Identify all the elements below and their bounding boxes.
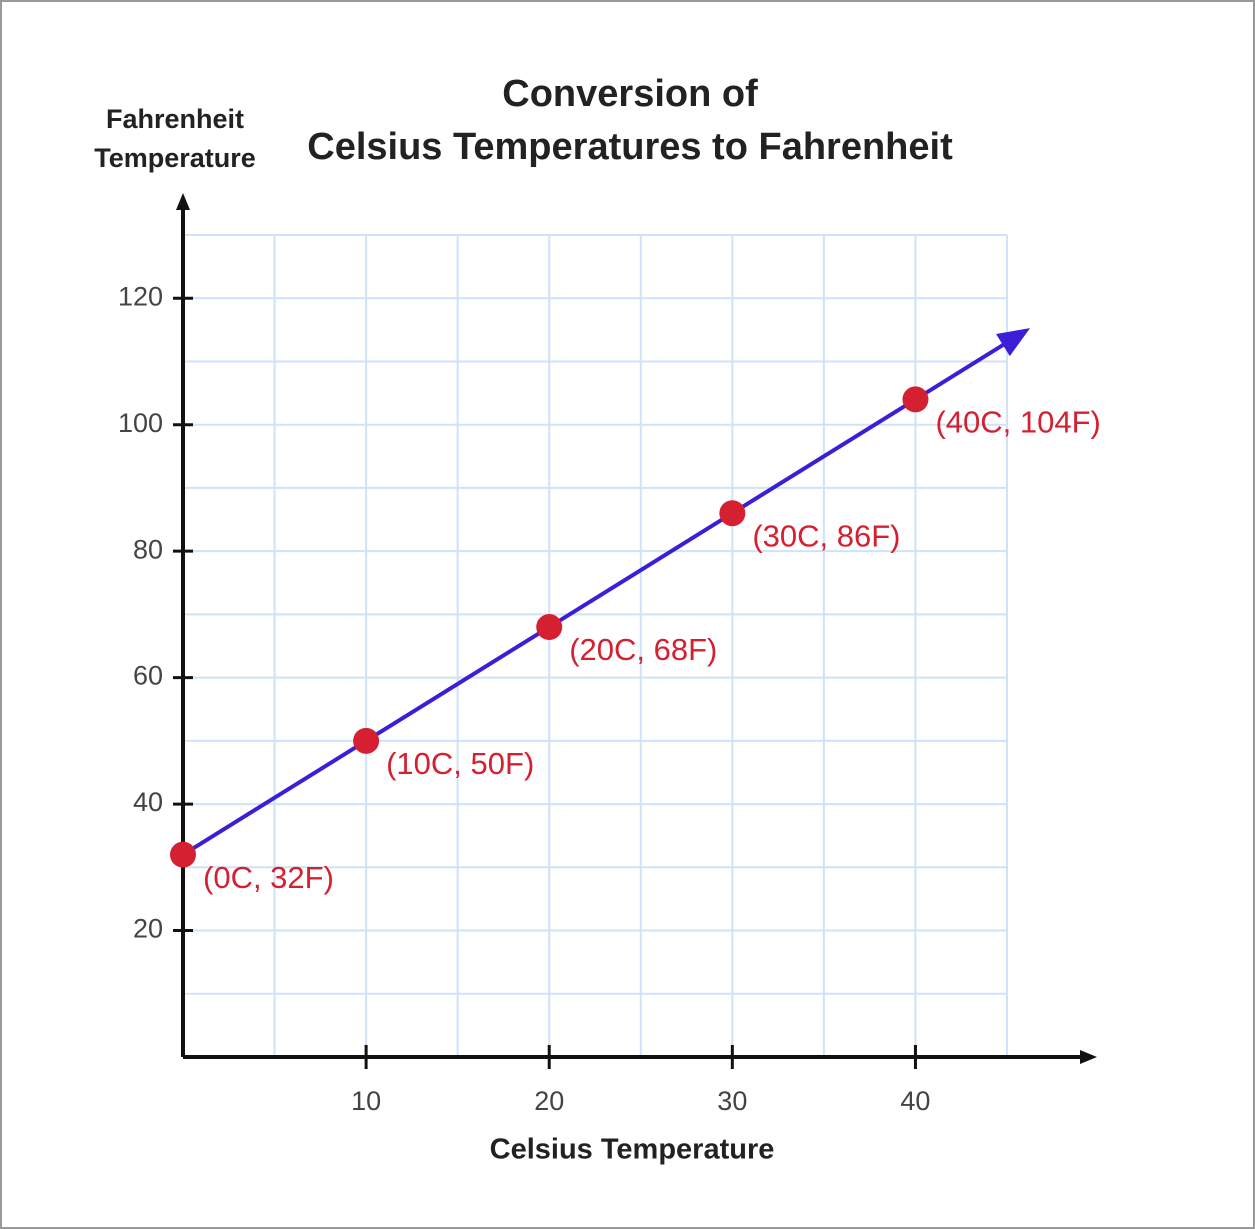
data-label: (0C, 32F) (203, 860, 334, 895)
x-tick-label: 40 (900, 1086, 930, 1116)
y-tick-label: 20 (133, 914, 163, 944)
chart-title: Celsius Temperatures to Fahrenheit (307, 126, 953, 168)
x-tick-label: 20 (534, 1086, 564, 1116)
data-point (536, 614, 563, 641)
y-axis-arrow (176, 193, 190, 210)
data-label: (10C, 50F) (386, 746, 534, 781)
data-point (902, 386, 929, 413)
data-point (353, 727, 380, 754)
x-tick-label: 30 (717, 1086, 747, 1116)
x-axis-arrow (1080, 1050, 1097, 1064)
x-axis-label: Celsius Temperature (490, 1134, 775, 1166)
y-axis-label: Temperature (94, 143, 256, 173)
data-label: (20C, 68F) (569, 632, 717, 667)
data-label: (40C, 104F) (935, 405, 1100, 440)
y-axis-label: Fahrenheit (106, 104, 244, 134)
data-point (719, 500, 746, 527)
line-extension (914, 334, 1019, 402)
y-tick-label: 100 (118, 408, 163, 438)
x-tick-label: 10 (351, 1086, 381, 1116)
y-tick-label: 120 (118, 281, 163, 311)
y-tick-label: 40 (133, 787, 163, 817)
line-arrow (996, 328, 1031, 357)
data-label: (30C, 86F) (752, 518, 900, 553)
y-tick-label: 60 (133, 661, 163, 691)
data-point (170, 841, 196, 868)
y-tick-label: 80 (133, 534, 163, 564)
chart-title: Conversion of (502, 73, 758, 115)
